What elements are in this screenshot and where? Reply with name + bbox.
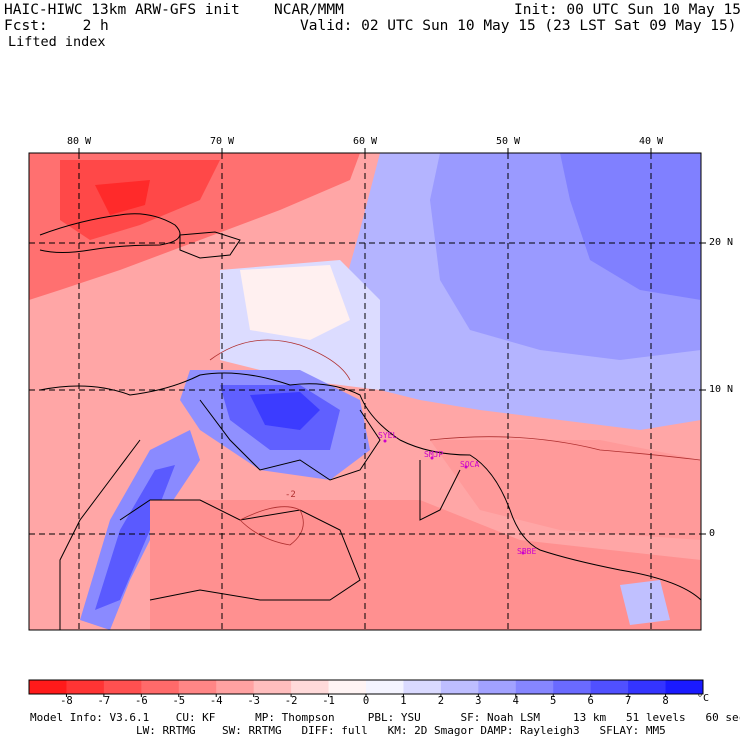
coastlines — [39, 213, 702, 630]
colorbar-swatch — [103, 680, 142, 694]
lat-label-10n: 10 N — [709, 384, 734, 395]
colorbar-swatch — [253, 680, 292, 694]
colorbar-swatch — [665, 680, 704, 694]
station-markers — [383, 439, 525, 555]
colorbar-tick-label: -2 — [284, 695, 298, 707]
station-sbbe: SBBE — [517, 547, 537, 556]
colorbar-tick-label: 7 — [624, 695, 632, 707]
contour-lines — [209, 339, 701, 546]
footer-physics-info: LW: RRTMG SW: RRTMG DIFF: full KM: 2D Sm… — [30, 724, 666, 737]
station-syel: SYEL — [378, 431, 398, 440]
lon-label-70w: 70 W — [210, 136, 235, 147]
colorbar-tick-label: 1 — [400, 695, 407, 707]
org-label: NCAR/MMM — [274, 2, 344, 18]
contour-label: -2 — [285, 490, 296, 500]
colorbar-unit: °C — [697, 693, 710, 704]
colorbar-swatch — [66, 680, 105, 694]
lon-label-80w: 80 W — [67, 136, 92, 147]
lat-label-20n: 20 N — [709, 237, 734, 248]
colorbar-tick-label: -7 — [97, 695, 111, 707]
model-title: HAIC-HIWC 13km ARW-GFS init — [4, 2, 240, 18]
lon-label-60w: 60 W — [353, 136, 378, 147]
colorbar-swatch — [141, 680, 180, 694]
colorbar-tick-label: 8 — [662, 695, 669, 707]
colorbar-tick-label: 3 — [475, 695, 482, 707]
colorbar-tick-label: 5 — [550, 695, 557, 707]
colorbar-tick-label: 0 — [362, 695, 370, 707]
grid-lines — [29, 153, 701, 630]
lon-label-40w: 40 W — [639, 136, 664, 147]
tick-marks — [78, 148, 706, 535]
station-soca: SOCA — [460, 460, 480, 469]
colorbar-tick-label: 2 — [437, 695, 445, 707]
colorbar-tick-label: -3 — [247, 695, 260, 707]
colorbar-swatch — [590, 680, 629, 694]
init-time: Init: 00 UTC Sun 10 May 15 — [514, 2, 740, 18]
colorbar-swatch — [328, 680, 367, 694]
colorbar-tick-label: 6 — [587, 695, 594, 707]
colorbar-swatch — [478, 680, 517, 694]
colorbar-tick-label: 4 — [512, 695, 519, 707]
colorbar-tick-label: -4 — [209, 695, 223, 707]
colorbar-swatch — [291, 680, 330, 694]
field-name: Lifted index — [8, 34, 106, 50]
station-smjp: SMJP — [424, 450, 444, 459]
colorbar-swatch — [403, 680, 442, 694]
lon-label-50w: 50 W — [496, 136, 521, 147]
colorbar-swatch — [515, 680, 554, 694]
colorbar-tick-label: -5 — [172, 695, 186, 707]
colorbar-swatch — [628, 680, 667, 694]
colorbar-tick-label: -1 — [322, 695, 335, 707]
colorbar-tick-label: -8 — [60, 695, 73, 707]
colorbar-swatch — [366, 680, 404, 694]
valid-time: Valid: 02 UTC Sun 10 May 15 (23 LST Sat … — [300, 18, 737, 34]
lifted-index-field — [29, 153, 701, 630]
colorbar-swatch — [29, 680, 67, 694]
colorbar-swatch — [553, 680, 592, 694]
colorbar-swatch — [216, 680, 255, 694]
colorbar-swatch — [440, 680, 479, 694]
colorbar — [28, 679, 704, 697]
forecast-hour: Fcst: 2 h — [4, 18, 109, 34]
footer-model-info: Model Info: V3.6.1 CU: KF MP: Thompson P… — [30, 711, 740, 724]
lat-label-0: 0 — [709, 528, 716, 539]
colorbar-tick-label: -6 — [135, 695, 148, 707]
colorbar-swatch — [178, 680, 217, 694]
